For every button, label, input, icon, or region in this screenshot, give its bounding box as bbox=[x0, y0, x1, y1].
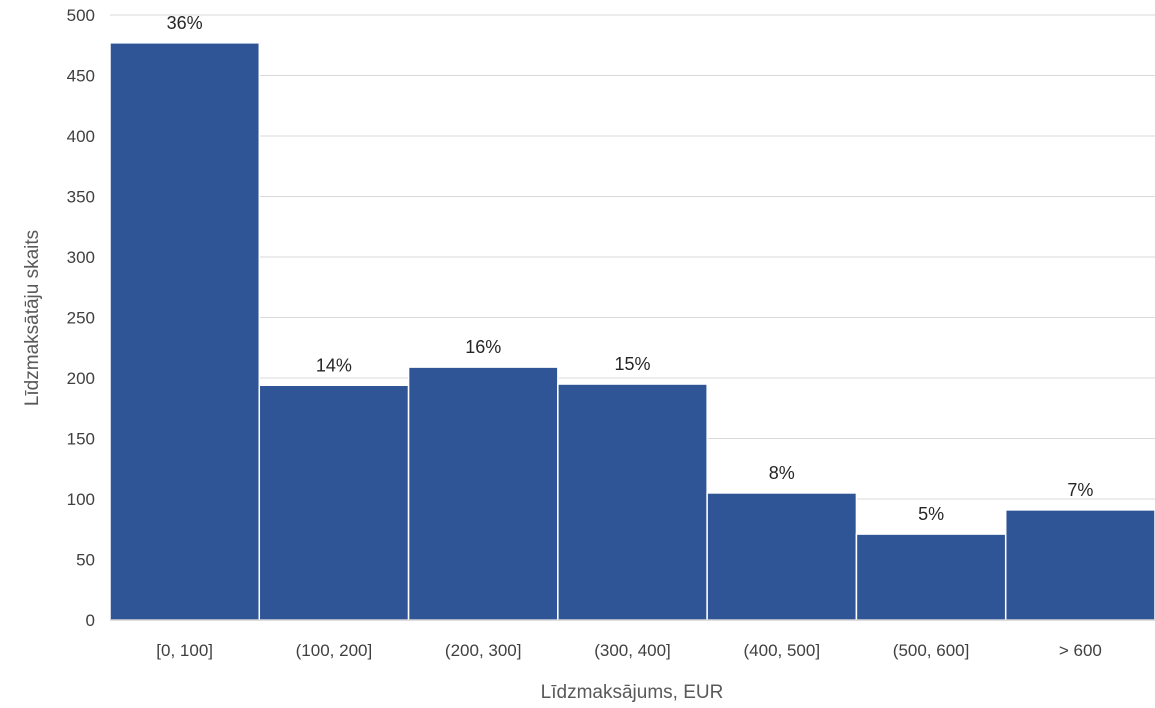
x-tick-label: (200, 300] bbox=[445, 641, 522, 660]
y-axis-ticks: 0 50 100 150 200 250 300 350 400 450 500 bbox=[67, 6, 95, 630]
data-label: 8% bbox=[769, 463, 795, 483]
bar bbox=[855, 533, 1007, 621]
bar bbox=[557, 383, 708, 621]
y-tick-label: 0 bbox=[86, 611, 95, 630]
bars bbox=[109, 42, 1155, 621]
y-tick-label: 350 bbox=[67, 188, 95, 207]
y-tick-label: 200 bbox=[67, 369, 95, 388]
y-tick-label: 100 bbox=[67, 490, 95, 509]
bar bbox=[706, 492, 858, 621]
y-tick-label: 50 bbox=[76, 551, 95, 570]
y-tick-label: 250 bbox=[67, 309, 95, 328]
bar bbox=[407, 366, 559, 621]
data-label: 16% bbox=[465, 337, 501, 357]
x-tick-label: (300, 400] bbox=[594, 641, 671, 660]
y-tick-label: 400 bbox=[67, 127, 95, 146]
x-tick-label: > 600 bbox=[1059, 641, 1102, 660]
x-tick-label: (400, 500] bbox=[744, 641, 821, 660]
x-tick-label: [0, 100] bbox=[156, 641, 213, 660]
x-axis-ticks: [0, 100] (100, 200] (200, 300] (300, 400] (4… bbox=[156, 641, 1102, 660]
x-tick-label: (500, 600] bbox=[893, 641, 970, 660]
data-label: 36% bbox=[167, 13, 203, 33]
data-labels: 36% 14% 16% 15% 8% 5% 7% bbox=[167, 13, 1094, 524]
y-tick-label: 300 bbox=[67, 248, 95, 267]
y-tick-label: 450 bbox=[67, 67, 95, 86]
y-tick-label: 500 bbox=[67, 6, 95, 25]
bar bbox=[109, 42, 261, 621]
data-label: 14% bbox=[316, 355, 352, 375]
data-label: 5% bbox=[918, 504, 944, 524]
x-tick-label: (100, 200] bbox=[296, 641, 373, 660]
bar bbox=[258, 384, 410, 621]
y-axis-title: Līdzmaksātāju skaits bbox=[22, 230, 43, 406]
bar bbox=[1004, 509, 1155, 621]
y-tick-label: 150 bbox=[67, 430, 95, 449]
data-label: 15% bbox=[614, 354, 650, 374]
x-axis-title: Līdzmaksājums, EUR bbox=[541, 682, 724, 703]
data-label: 7% bbox=[1067, 480, 1093, 500]
